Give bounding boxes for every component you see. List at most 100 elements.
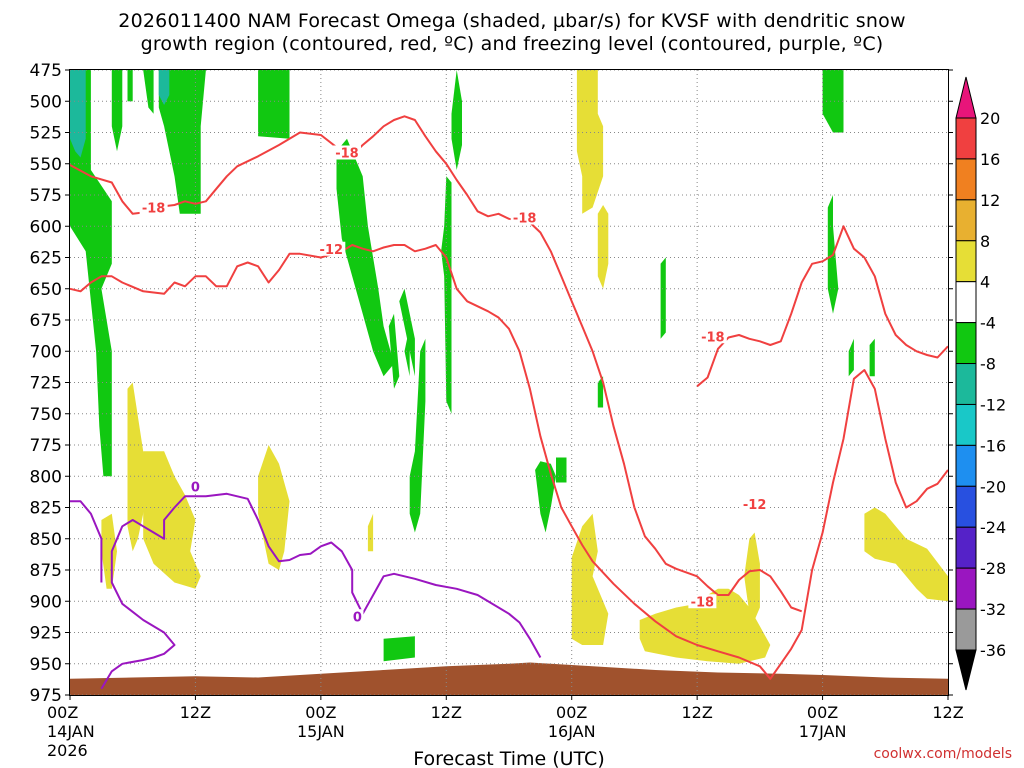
omega-region-32	[639, 588, 771, 664]
omega-region-16	[660, 257, 666, 339]
colorbar-label: -12	[980, 395, 1006, 414]
contour-line-1	[696, 225, 949, 388]
omega-region-4	[158, 70, 206, 214]
colorbar-label: 12	[980, 191, 1000, 210]
x-tick-date: 15JAN	[297, 722, 345, 741]
y-tick-label: 725	[30, 374, 62, 394]
colorbar-label: -16	[980, 436, 1006, 455]
omega-region-23	[158, 70, 170, 105]
y-tick-label: 750	[30, 405, 62, 425]
colorbar-label: 16	[980, 150, 1000, 169]
grid-layer	[70, 69, 948, 696]
omega-region-29	[597, 205, 609, 289]
contour-label: 0	[191, 480, 200, 495]
omega-region-12	[451, 70, 462, 170]
colorbar-segment	[955, 240, 977, 283]
contour-label-bg	[698, 329, 727, 344]
x-tick-label: 00Z	[305, 703, 336, 722]
x-tick-label: 12Z	[180, 703, 211, 722]
colorbar-segment	[955, 199, 977, 242]
x-tick-year: 2026	[47, 741, 88, 760]
contour-label: -12	[320, 243, 344, 258]
y-tick-label: 925	[30, 624, 62, 644]
y-tick-label: 900	[30, 592, 62, 612]
credit-link[interactable]: coolwx.com/models	[873, 746, 1012, 762]
colorbar-segment	[955, 485, 977, 528]
contour-label: -18	[513, 212, 537, 227]
y-tick-label: 950	[30, 655, 62, 675]
y-tick-label: 800	[30, 467, 62, 487]
omega-region-5	[258, 70, 290, 139]
colorbar-label: 20	[980, 109, 1000, 128]
colorbar-segment	[955, 608, 977, 651]
contour-line-2	[69, 244, 949, 680]
colorbar-bottom-arrow	[955, 649, 977, 691]
contour-label-layer: -18 -18 -18 -18 -18 -12 -12 0 0	[139, 145, 769, 625]
colorbar-segment	[955, 117, 977, 160]
y-tick-label: 775	[30, 436, 62, 456]
omega-region-31	[571, 513, 609, 645]
x-tick-label: 00Z	[807, 703, 838, 722]
contour-line-3	[100, 492, 542, 690]
contour-label-bg	[332, 145, 361, 160]
colorbar-label: -4	[980, 314, 996, 333]
colorbar-label: -36	[980, 641, 1006, 660]
omega-region-34	[864, 507, 948, 602]
colorbar-segment	[955, 322, 977, 365]
omega-region-21	[383, 636, 415, 662]
omega-region-26	[143, 451, 201, 589]
x-tick-label: 12Z	[932, 703, 963, 722]
colorbar-label: 8	[980, 232, 990, 251]
y-tick-label: 600	[30, 217, 62, 237]
colorbar: 20 16 12 8 4 -4 -8 -12 -16 -20 -24 -28 -32 -36	[955, 76, 1006, 691]
plot-frame	[69, 69, 949, 696]
contour-label-bg	[139, 200, 168, 215]
colorbar-segment	[955, 403, 977, 446]
colorbar-segment	[955, 363, 977, 405]
colorbar-segment	[955, 158, 977, 201]
omega-region-9	[404, 326, 410, 377]
colorbar-label: -8	[980, 355, 996, 374]
y-tick-label: 500	[30, 92, 62, 112]
x-tick-label: 00Z	[556, 703, 587, 722]
colorbar-label: -24	[980, 518, 1006, 537]
contour-label: -18	[701, 330, 725, 345]
contour-line-0	[69, 115, 803, 613]
y-tick-label: 550	[30, 155, 62, 175]
omega-region-28	[367, 513, 374, 552]
colorbar-label: 4	[980, 273, 990, 292]
x-tick-date: 16JAN	[548, 722, 596, 741]
x-tick-label: 12Z	[431, 703, 462, 722]
x-tick-date: 14JAN	[47, 722, 95, 741]
x-tick-label: 12Z	[681, 703, 712, 722]
colorbar-segment	[955, 567, 977, 610]
omega-region-20	[869, 338, 875, 377]
omega-region-30	[576, 70, 604, 214]
contour-layer	[69, 115, 949, 690]
omega-region-17	[822, 70, 844, 133]
y-tick-label: 700	[30, 342, 62, 362]
omega-region-15	[597, 376, 604, 408]
chart-title-line-1: 2026011400 NAM Forecast Omega (shaded, µ…	[118, 10, 906, 32]
y-axis: 475 500 525 550 575 600 625 650 675 700 725 750 775 8…	[30, 61, 953, 706]
colorbar-segment	[955, 526, 977, 569]
x-axis-label: Forecast Time (UTC)	[413, 748, 604, 768]
terrain-area	[70, 662, 948, 695]
contour-label: -18	[335, 147, 359, 162]
contour-label-bg	[189, 479, 202, 494]
contour-label-bg	[317, 241, 346, 256]
y-tick-label: 575	[30, 186, 62, 206]
omega-region-6	[336, 138, 394, 377]
omega-shading-layer	[70, 70, 948, 664]
omega-region-24	[101, 513, 117, 589]
y-tick-label: 625	[30, 249, 62, 269]
y-tick-label: 975	[30, 686, 62, 706]
colorbar-top-arrow	[955, 76, 977, 119]
y-tick-label: 475	[30, 61, 62, 81]
contour-label: -18	[142, 202, 166, 217]
colorbar-label: -32	[980, 600, 1006, 619]
colorbar-segment	[955, 281, 977, 324]
omega-region-25	[127, 382, 149, 552]
